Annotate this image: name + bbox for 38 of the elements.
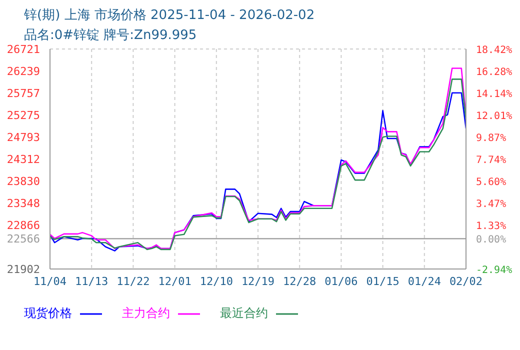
y2-tick-label: 16.28% <box>476 67 512 78</box>
x-tick-label: 01/24 <box>408 274 442 288</box>
x-tick-label: 11/04 <box>33 274 67 288</box>
y-tick-label: 23830 <box>6 174 40 188</box>
y2-tick-label: 3.47% <box>476 198 506 210</box>
legend-label: 最近合约 <box>220 305 268 322</box>
x-tick-label: 01/15 <box>366 274 400 288</box>
chart-subtitle: 品名:0#锌锭 牌号:Zn99.995 <box>24 28 197 43</box>
x-tick-label: 12/19 <box>241 274 275 288</box>
y-tick-label: 25275 <box>6 109 40 122</box>
x-tick-label: 12/01 <box>158 274 192 288</box>
y2-tick-label: 5.60% <box>476 177 506 188</box>
legend-label: 主力合约 <box>122 305 170 322</box>
y-tick-label: 25757 <box>6 87 40 100</box>
legend-label: 现货价格 <box>24 305 72 322</box>
y-tick-label: 24312 <box>6 152 40 166</box>
y2-tick-label: 0.00% <box>476 234 506 246</box>
y2-tick-label: 9.87% <box>476 133 506 144</box>
y-tick-label: 22566 <box>6 232 40 246</box>
y2-tick-label: 14.14% <box>476 89 512 100</box>
x-tick-label: 12/28 <box>283 274 316 288</box>
x-tick-label: 12/10 <box>200 274 233 288</box>
x-tick-label: 01/06 <box>324 274 358 288</box>
x-tick-label: 11/22 <box>116 274 150 288</box>
y-tick-label: 21902 <box>6 263 40 276</box>
chart-title: 锌(期) 上海 市场价格 2025-11-04 - 2026-02-02 <box>24 8 315 23</box>
y2-tick-label: -2.94% <box>476 265 512 276</box>
x-tick-label: 11/13 <box>75 274 108 288</box>
y-tick-label: 26721 <box>6 43 40 56</box>
y-tick-label: 24793 <box>6 131 40 144</box>
y2-tick-label: 7.74% <box>476 155 506 166</box>
y2-tick-label: 12.01% <box>476 111 512 122</box>
y-tick-label: 22866 <box>6 218 40 232</box>
y2-tick-label: 1.33% <box>476 221 506 232</box>
y-tick-label: 26239 <box>6 65 40 78</box>
y-tick-label: 23348 <box>6 196 40 210</box>
x-tick-label: 02/02 <box>449 274 483 288</box>
y2-tick-label: 18.42% <box>476 45 512 56</box>
